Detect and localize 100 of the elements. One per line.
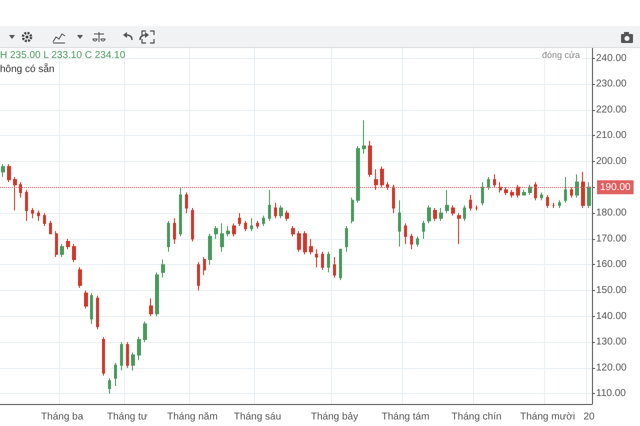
candlestick (161, 259, 165, 278)
candlestick (398, 200, 401, 248)
candlestick (137, 336, 141, 361)
candlestick (72, 244, 76, 263)
candlestick (250, 218, 253, 232)
candlestick (226, 226, 230, 237)
annotation: đóng cửa (540, 50, 582, 60)
candlestick (451, 204, 455, 216)
candlestick (564, 176, 567, 204)
candlestick (481, 182, 484, 206)
candlestick (220, 222, 224, 252)
candlestick (487, 176, 490, 190)
candlestick (19, 182, 22, 198)
candlestick (274, 202, 277, 219)
x-tick-label: Tháng bảy (310, 412, 358, 422)
candlestick (43, 212, 46, 226)
candlestick (339, 248, 342, 281)
candlestick (504, 186, 508, 196)
candlestick (374, 168, 378, 190)
candlestick (31, 207, 34, 219)
candlestick (126, 342, 129, 368)
ref-line-label: 190.00 (600, 182, 632, 193)
candlestick (268, 189, 271, 222)
candlestick (303, 230, 307, 255)
x-tick-label: Tháng ba (41, 412, 84, 422)
candlestick (55, 230, 58, 258)
candlestick (262, 215, 265, 226)
candlestick (279, 204, 283, 219)
candlestick (422, 220, 425, 240)
candlestick (522, 189, 526, 196)
candlestick (516, 184, 520, 198)
candlestick (380, 166, 384, 188)
x-tick-label: Tháng mười (520, 412, 576, 422)
y-tick-label: 110.00 (596, 388, 626, 400)
candlestick (558, 200, 561, 208)
candlestick (333, 256, 336, 278)
candlestick (493, 174, 496, 188)
y-tick-label: 150.00 (596, 284, 628, 296)
candlestick (463, 204, 466, 222)
candlestick (49, 220, 52, 234)
y-tick-label: 240.00 (596, 52, 628, 64)
candlestick (416, 236, 419, 248)
y-tick-label: 200.00 (596, 156, 628, 168)
candlestick (297, 230, 301, 252)
candlestick (120, 342, 123, 371)
x-tick-label: Tháng tám (382, 412, 430, 422)
candlestick (37, 210, 40, 222)
candlestick (102, 336, 105, 376)
candlestick (345, 226, 348, 252)
candlestick (587, 182, 591, 208)
candlestick (356, 146, 360, 204)
candlestick (575, 174, 579, 198)
candlestick (143, 320, 147, 343)
candlestick (552, 202, 555, 208)
candlestick (457, 212, 461, 245)
candlestick (238, 212, 241, 226)
candlestick (445, 189, 449, 214)
y-tick-label: 180.00 (596, 208, 628, 219)
candlestick (167, 220, 170, 252)
candlestick (327, 251, 330, 273)
candlestick (291, 226, 295, 237)
y-tick-label: 130.00 (596, 336, 628, 348)
candlestick (309, 238, 313, 255)
candlestick (362, 120, 366, 154)
candlestick (60, 244, 64, 258)
candlestick (433, 207, 437, 222)
candlestick (179, 186, 182, 237)
y-tick-label: 140.00 (596, 310, 628, 322)
candlestick (131, 352, 135, 371)
candlestick (528, 184, 532, 196)
candlestick (232, 222, 236, 237)
candlestick (90, 292, 93, 325)
candlestick (351, 197, 354, 224)
y-tick-label: 170.00 (596, 233, 628, 244)
candlestick (25, 189, 28, 222)
candlestick (1, 164, 5, 178)
y-tick-label: 120.00 (596, 362, 628, 374)
y-tick-label: 220.00 (596, 104, 628, 116)
candlestick (256, 220, 259, 230)
candlestick (469, 194, 472, 212)
candlestick (214, 226, 218, 240)
candlestick (499, 182, 502, 193)
x-tick-label: Tháng chín (452, 412, 502, 422)
candlestick (386, 182, 389, 190)
y-tick-label: 160.00 (596, 259, 628, 270)
candlestick (570, 186, 573, 198)
candlestick (439, 207, 443, 222)
x-tick-label: Tháng sáu (234, 412, 282, 422)
candlestick (84, 290, 88, 310)
candlestick (208, 233, 212, 266)
candlestick (475, 204, 478, 212)
annotation: H 235.00 L 233.10 C 234.10 (0, 50, 126, 61)
candlestick (155, 272, 159, 317)
candlestick (173, 218, 176, 245)
candlestick (534, 182, 537, 201)
candlestick (203, 256, 206, 276)
candlestick (13, 176, 17, 212)
candlestick (368, 140, 372, 178)
candlestick (185, 192, 188, 214)
x-tick-label: Tháng tư (106, 412, 148, 422)
